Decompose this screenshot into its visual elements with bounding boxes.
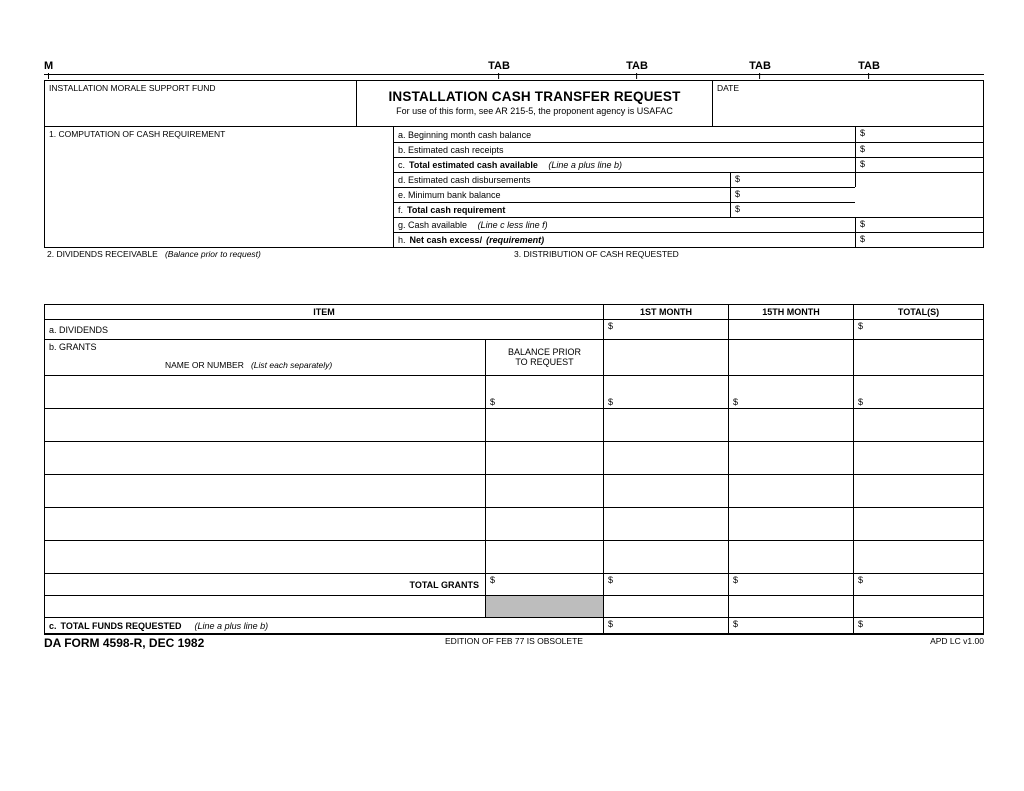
shaded-m1 — [603, 596, 728, 617]
s1-row-f: f. Total cash requirement $ — [393, 202, 983, 217]
grant-1-m15: $ — [728, 376, 853, 408]
dividends-m1: $ — [603, 320, 728, 339]
section-3-label: 3. DISTRIBUTION OF CASH REQUESTED — [514, 249, 984, 259]
grants-hdr-m1 — [603, 340, 728, 375]
shaded-tot — [853, 596, 983, 617]
total-grants-label: TOTAL GRANTS — [45, 574, 485, 595]
ruler-line — [44, 74, 984, 75]
grant-1-tot: $ — [853, 376, 983, 408]
row-dividends: a. DIVIDENDS $ $ — [45, 319, 983, 339]
section-2-label: 2. DIVIDENDS RECEIVABLE (Balance prior t… — [44, 249, 514, 259]
s1-row-a: a. Beginning month cash balance $ — [393, 127, 983, 142]
shaded-cell — [485, 596, 603, 617]
fund-label: INSTALLATION MORALE SUPPORT FUND — [45, 81, 356, 126]
total-grants-m1: $ — [603, 574, 728, 595]
grant-row-4 — [45, 474, 983, 507]
ruler-mark-tab4: TAB — [858, 60, 880, 79]
dividends-label: a. DIVIDENDS — [45, 320, 603, 339]
grant-row-3 — [45, 441, 983, 474]
form-header: INSTALLATION MORALE SUPPORT FUND INSTALL… — [44, 80, 984, 127]
s1-c-label: c. Total estimated cash available (Line … — [393, 158, 855, 172]
s1-row-h: h. Net cash excess/ (requirement) $ — [393, 232, 983, 247]
grant-1-bal: $ — [485, 376, 603, 408]
grants-hdr-tot — [853, 340, 983, 375]
s1-g-label: g. Cash available (Line c less line f) — [393, 218, 855, 232]
row-total-funds: c. TOTAL FUNDS REQUESTED (Line a plus li… — [45, 617, 983, 633]
form-title: INSTALLATION CASH TRANSFER REQUEST — [361, 89, 708, 104]
ruler-mark-tab2: TAB — [626, 60, 648, 79]
total-grants-tot: $ — [853, 574, 983, 595]
s1-b-value: $ — [855, 143, 983, 157]
section-1-rows: a. Beginning month cash balance $ b. Est… — [393, 127, 983, 247]
s1-row-g: g. Cash available (Line c less line f) $ — [393, 217, 983, 232]
s1-e-label: e. Minimum bank balance — [393, 188, 730, 202]
form-number: DA FORM 4598-R, DEC 1982 — [44, 636, 354, 650]
s1-g-value: $ — [855, 218, 983, 232]
grant-row-1: $ $ $ $ — [45, 375, 983, 408]
s1-row-b: b. Estimated cash receipts $ — [393, 142, 983, 157]
s1-d-label: d. Estimated cash disbursements — [393, 173, 730, 187]
total-funds-m15: $ — [728, 618, 853, 633]
s1-d-blank — [855, 173, 983, 187]
total-grants-m15: $ — [728, 574, 853, 595]
dist-header-row: ITEM 1ST MONTH 15TH MONTH TOTAL(S) — [45, 305, 983, 319]
s1-e-value: $ — [730, 188, 855, 202]
s1-a-value: $ — [855, 127, 983, 142]
name-or-number: NAME OR NUMBER (List each separately) — [45, 360, 485, 370]
ruler-mark-m: M — [44, 60, 53, 79]
grant-row-6 — [45, 540, 983, 573]
grants-left: b. GRANTS NAME OR NUMBER (List each sepa… — [45, 340, 485, 375]
s1-row-d: d. Estimated cash disbursements $ — [393, 172, 983, 187]
col-1st-month: 1ST MONTH — [603, 305, 728, 319]
total-grants-bal: $ — [485, 574, 603, 595]
form-title-block: INSTALLATION CASH TRANSFER REQUEST For u… — [356, 81, 713, 126]
col-item: ITEM — [45, 305, 603, 319]
version: APD LC v1.00 — [674, 636, 984, 650]
date-label: DATE — [713, 81, 983, 126]
grant-row-5 — [45, 507, 983, 540]
form-subtitle: For use of this form, see AR 215-5, the … — [361, 106, 708, 116]
s1-d-value: $ — [730, 173, 855, 187]
col-15th-month: 15TH MONTH — [728, 305, 853, 319]
s1-h-label: h. Net cash excess/ (requirement) — [393, 233, 855, 247]
s1-b-label: b. Estimated cash receipts — [393, 143, 855, 157]
shaded-left — [45, 596, 485, 617]
total-funds-label: c. TOTAL FUNDS REQUESTED (Line a plus li… — [45, 618, 603, 633]
grant-row-2 — [45, 408, 983, 441]
total-funds-tot: $ — [853, 618, 983, 633]
distribution-table: ITEM 1ST MONTH 15TH MONTH TOTAL(S) a. DI… — [44, 304, 984, 634]
dividends-total: $ — [853, 320, 983, 339]
grant-1-name — [45, 376, 485, 408]
s1-h-value: $ — [855, 233, 983, 247]
ruler-mark-tab1: TAB — [488, 60, 510, 79]
tab-ruler: M TAB TAB TAB TAB — [44, 60, 984, 80]
ruler-mark-tab3: TAB — [749, 60, 771, 79]
row-total-grants: TOTAL GRANTS $ $ $ $ — [45, 573, 983, 595]
grant-1-m1: $ — [603, 376, 728, 408]
s1-c-value: $ — [855, 158, 983, 172]
s1-row-e: e. Minimum bank balance $ — [393, 187, 983, 202]
grants-hdr-m15 — [728, 340, 853, 375]
col-totals: TOTAL(S) — [853, 305, 983, 319]
edition-note: EDITION OF FEB 77 IS OBSOLETE — [354, 636, 674, 650]
grants-label: b. GRANTS — [45, 340, 485, 356]
balance-prior-header: BALANCE PRIOR TO REQUEST — [485, 340, 603, 375]
s1-a-label: a. Beginning month cash balance — [393, 127, 855, 142]
s1-f-blank — [855, 202, 983, 217]
s1-f-label: f. Total cash requirement — [393, 203, 730, 217]
row-shaded — [45, 595, 983, 617]
shaded-m15 — [728, 596, 853, 617]
s1-f-value: $ — [730, 203, 855, 217]
row-grants-header: b. GRANTS NAME OR NUMBER (List each sepa… — [45, 339, 983, 375]
total-funds-m1: $ — [603, 618, 728, 633]
dividends-m15 — [728, 320, 853, 339]
form-footer: DA FORM 4598-R, DEC 1982 EDITION OF FEB … — [44, 634, 984, 650]
s1-e-blank — [855, 187, 983, 202]
s1-row-c: c. Total estimated cash available (Line … — [393, 157, 983, 172]
section-2-3-labels: 2. DIVIDENDS RECEIVABLE (Balance prior t… — [44, 248, 984, 260]
section-1: 1. COMPUTATION OF CASH REQUIREMENT a. Be… — [44, 127, 984, 248]
section-1-heading: 1. COMPUTATION OF CASH REQUIREMENT — [45, 127, 393, 247]
